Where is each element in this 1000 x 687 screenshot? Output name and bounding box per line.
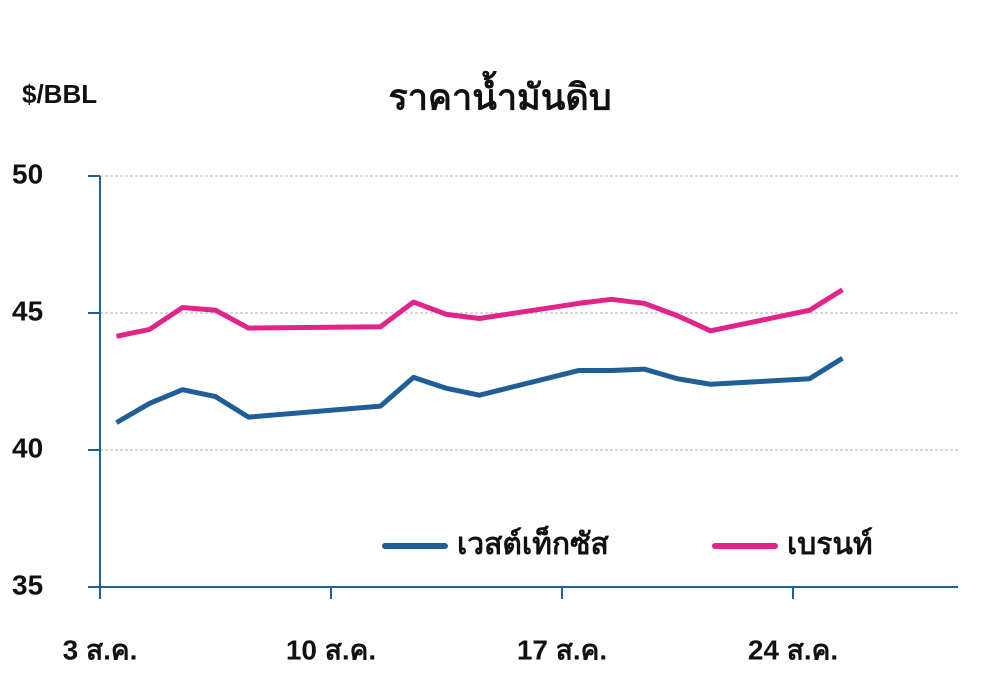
- y-axis-label: $/BBL: [22, 79, 97, 109]
- y-tick-label: 35: [12, 569, 43, 600]
- chart-title: ราคาน้ำมันดิบ: [388, 71, 611, 118]
- x-tick-label: 10 ส.ค.: [286, 634, 376, 665]
- y-tick-label: 40: [12, 432, 43, 463]
- y-tick-label: 45: [12, 295, 43, 326]
- legend-label: เวสต์เท็กซัส: [457, 525, 609, 561]
- x-tick-label: 3 ส.ค.: [63, 634, 138, 665]
- x-tick-label: 17 ส.ค.: [517, 634, 607, 665]
- y-tick-label: 50: [12, 158, 43, 189]
- legend-label: เบรนท์: [787, 527, 873, 561]
- x-tick-label: 24 ส.ค.: [748, 634, 838, 665]
- series-line: [115, 356, 844, 425]
- series-line: [115, 287, 844, 339]
